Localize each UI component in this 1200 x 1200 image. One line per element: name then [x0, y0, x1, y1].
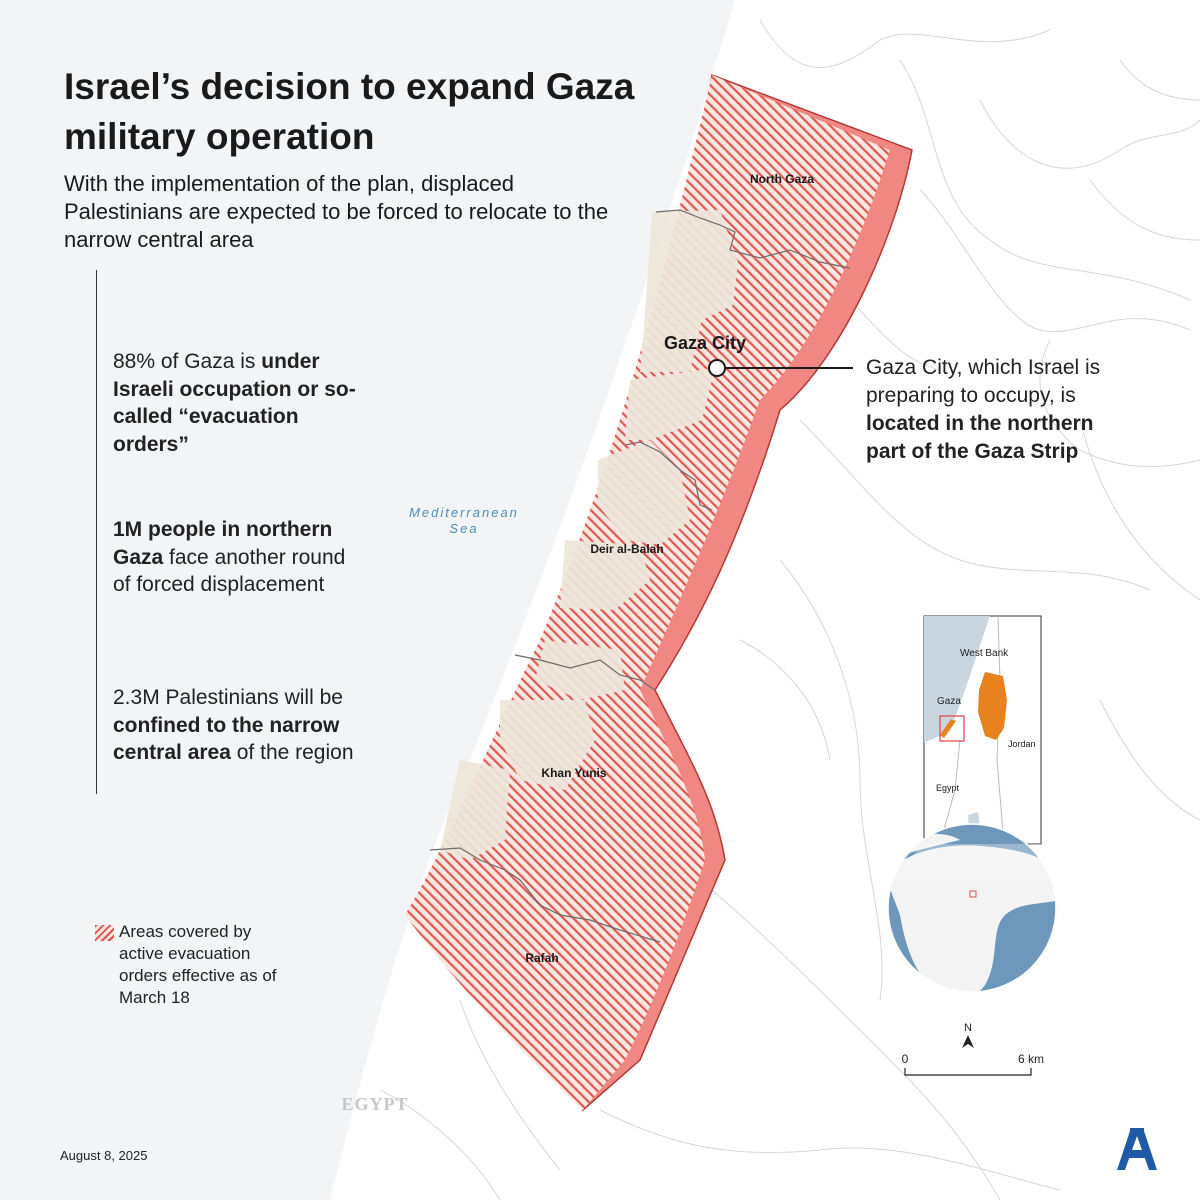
label-khan-yunis: Khan Yunis — [541, 766, 606, 780]
gaza-city-marker — [708, 359, 726, 377]
globe-locator — [887, 823, 1060, 993]
scale-start-label: 0 — [902, 1052, 909, 1066]
scale-bar: 0 6 km — [902, 1052, 1044, 1076]
north-label: N — [964, 1022, 972, 1034]
inset-gaza-highlight-box — [939, 715, 965, 742]
non-evacuation-areas — [440, 210, 738, 860]
inset-west-bank-shape — [978, 672, 1007, 740]
stat-confined: 2.3M Palestinians will be confined to th… — [113, 684, 363, 767]
stat-text: of the region — [230, 741, 354, 764]
label-sea: Sea — [449, 521, 478, 536]
stat-bold-text: under Israeli occupation or so-called “e… — [113, 350, 356, 456]
inset-gaza-shape — [940, 719, 956, 738]
label-rafah: Rafah — [525, 951, 558, 965]
stat-text: 88% of Gaza is — [113, 350, 262, 373]
road-network — [379, 19, 1200, 1200]
district-boundaries — [429, 209, 851, 943]
inset-map: West Bank Gaza Jordan Egypt — [923, 615, 1042, 845]
page-title: Israel’s decision to expand Gaza militar… — [64, 66, 635, 157]
north-arrow: N — [962, 1022, 974, 1048]
stat-text: face another round of forced displacemen… — [113, 545, 346, 597]
stat-bold-text: confined to the narrow central area — [113, 713, 340, 765]
inset-label-gaza: Gaza — [937, 696, 961, 707]
stat-text: 2.3M Palestinians will be — [113, 686, 343, 709]
label-deir-al-balah: Deir al-Balah — [590, 542, 663, 556]
label-north-gaza: North Gaza — [750, 172, 814, 186]
label-egypt: EGYPT — [341, 1094, 408, 1114]
label-gaza-city: Gaza City — [664, 333, 746, 353]
legend-hatch-swatch — [95, 925, 114, 941]
inset-label-egypt: Egypt — [936, 783, 960, 793]
label-mediterranean: Mediterranean — [409, 505, 519, 520]
gaza-strip-evacuation-zone — [405, 75, 890, 1110]
stat-north-gaza: 1M people in northern Gaza face another … — [113, 516, 363, 599]
stat-occupation: 88% of Gaza is under Israeli occupation … — [113, 348, 363, 458]
inset-label-jordan: Jordan — [1008, 739, 1036, 749]
legend-text: Areas covered by active evacuation order… — [119, 922, 277, 1007]
stat-bold-text: 1M people in northern Gaza — [113, 518, 333, 569]
anadolu-agency-logo-icon — [1117, 1128, 1157, 1170]
callout-text: Gaza City, which Israel is preparing to … — [866, 356, 1101, 407]
scale-end-label: 6 km — [1018, 1052, 1044, 1066]
inset-label-west-bank: West Bank — [960, 648, 1009, 659]
publication-date: August 8, 2025 — [60, 1148, 148, 1163]
gaza-city-callout: Gaza City, which Israel is preparing to … — [866, 354, 1106, 466]
page-subtitle: With the implementation of the plan, dis… — [64, 171, 609, 252]
callout-bold-text: located in the northern part of the Gaza… — [866, 412, 1094, 463]
stats-divider-line — [96, 270, 97, 794]
